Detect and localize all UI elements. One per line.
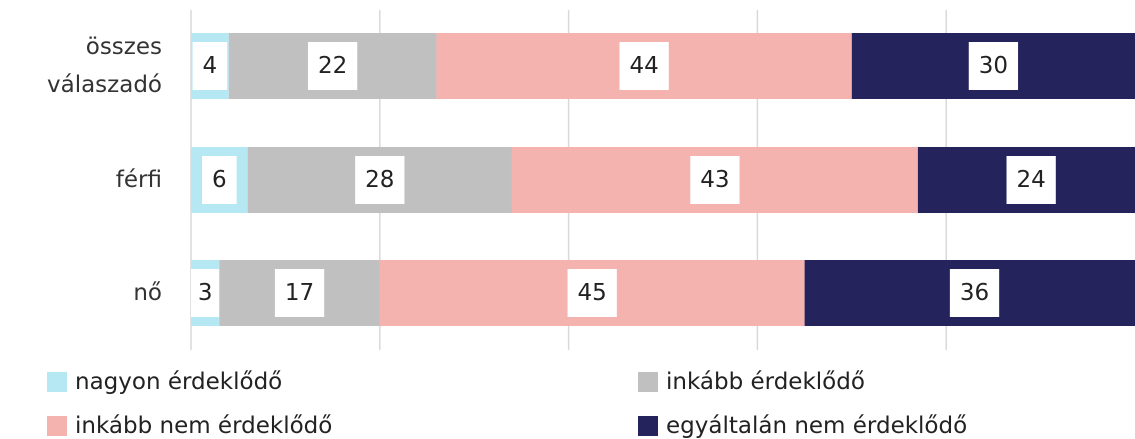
- legend-label: egyáltalán nem érdeklődő: [666, 413, 967, 439]
- value-label-group: 43: [690, 156, 740, 204]
- legend-swatch: [638, 416, 658, 436]
- legend-label: nagyon érdeklődő: [75, 369, 282, 395]
- value-label-box: [567, 269, 617, 317]
- value-label-box: [274, 269, 325, 317]
- value-label: 44: [629, 53, 658, 79]
- value-label-box: [192, 42, 228, 90]
- value-label-box: [191, 269, 220, 317]
- value-label: 36: [960, 280, 989, 306]
- value-label: 24: [1017, 167, 1046, 193]
- value-label-box: [1006, 156, 1056, 204]
- value-label-group: 30: [968, 42, 1019, 90]
- value-label: 45: [578, 280, 607, 306]
- value-label: 3: [198, 280, 213, 306]
- value-label-group: 44: [619, 42, 669, 90]
- value-label: 4: [203, 53, 218, 79]
- value-label-group: 22: [307, 42, 358, 90]
- value-label: 30: [979, 53, 1008, 79]
- value-label-box: [355, 156, 405, 204]
- value-label-group: 6: [201, 156, 237, 204]
- value-label-group: 3: [191, 269, 220, 317]
- value-label-box: [690, 156, 740, 204]
- value-label-group: 28: [355, 156, 405, 204]
- value-label-box: [968, 42, 1019, 90]
- category-label: férfi: [115, 167, 162, 193]
- value-label-box: [201, 156, 237, 204]
- legend-swatch: [638, 372, 658, 392]
- legend-label: inkább nem érdeklődő: [75, 413, 332, 439]
- value-label: 28: [365, 167, 394, 193]
- value-label: 17: [285, 280, 314, 306]
- value-label-group: 36: [949, 269, 1000, 317]
- value-label-box: [619, 42, 669, 90]
- value-label-group: 45: [567, 269, 617, 317]
- value-label-box: [307, 42, 358, 90]
- value-label: 6: [212, 167, 227, 193]
- legend-label: inkább érdeklődő: [666, 369, 865, 395]
- value-label-group: 17: [274, 269, 325, 317]
- value-label-box: [949, 269, 1000, 317]
- legend-swatch: [47, 372, 67, 392]
- value-label: 22: [318, 53, 347, 79]
- category-label: összes válaszadó: [46, 34, 162, 98]
- category-label: nő: [133, 280, 162, 306]
- value-label-group: 4: [192, 42, 228, 90]
- legend-swatch: [47, 416, 67, 436]
- value-label: 43: [700, 167, 729, 193]
- value-label-group: 24: [1006, 156, 1056, 204]
